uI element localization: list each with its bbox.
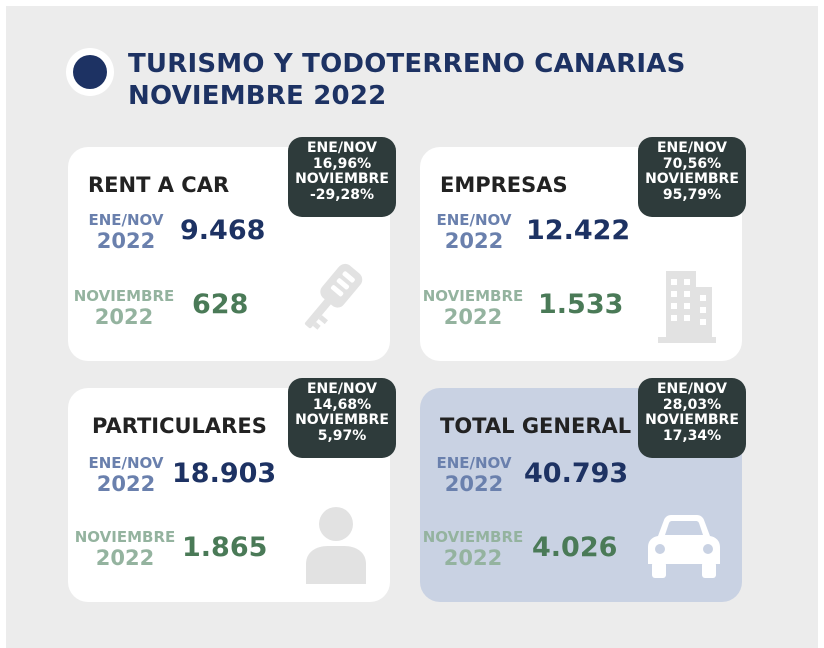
card-title: RENT A CAR [88,173,230,197]
header-bullet [66,48,114,96]
building-icon [658,271,716,343]
badge-month-value: 5,97% [317,427,367,444]
month-period: NOVIEMBRE [73,287,175,305]
month-label: NOVIEMBRE 2022 [72,528,178,570]
badge-ytd-value: 16,96% [312,155,372,172]
ytd-period: ENE/NOV [88,211,164,229]
month-year: 2022 [94,305,154,329]
title-line-1: TURISMO Y TODOTERRENO CANARIAS [128,49,686,79]
month-period: NOVIEMBRE [74,528,176,546]
ytd-period: ENE/NOV [436,454,512,472]
change-badge: ENE/NOV 28,03% NOVIEMBRE 17,34% [638,378,746,458]
month-label: NOVIEMBRE 2022 [420,528,526,570]
badge-ytd-label: ENE/NOV [656,140,728,156]
month-year: 2022 [443,546,503,570]
ytd-value: 9.468 [180,215,266,246]
page-title: TURISMO Y TODOTERRENO CANARIAS NOVIEMBRE… [128,48,686,112]
card-rent-a-car: RENT A CAR ENE/NOV 2022 9.468 NOVIEMBRE … [68,137,396,361]
month-year: 2022 [95,546,155,570]
ytd-label: ENE/NOV 2022 [76,211,176,253]
card-particulares: PARTICULARES ENE/NOV 2022 18.903 NOVIEMB… [68,378,396,602]
badge-ytd-value: 70,56% [662,155,722,172]
ytd-value: 12.422 [526,215,631,246]
badge-month-value: 17,34% [662,427,722,444]
ytd-year: 2022 [444,229,504,253]
badge-month-label: NOVIEMBRE [645,171,739,187]
card-title: PARTICULARES [92,414,267,438]
month-period: NOVIEMBRE [422,528,524,546]
badge-month-value: 95,79% [662,186,722,203]
ytd-year: 2022 [96,472,156,496]
badge-ytd-label: ENE/NOV [306,381,378,397]
month-value: 1.533 [538,289,624,320]
month-label: NOVIEMBRE 2022 [420,287,526,329]
car-key-icon [304,263,363,330]
change-badge: ENE/NOV 14,68% NOVIEMBRE 5,97% [288,378,396,458]
car-icon [648,515,720,578]
ytd-value: 18.903 [172,458,277,489]
badge-month-label: NOVIEMBRE [295,171,389,187]
badge-month-label: NOVIEMBRE [295,412,389,428]
ytd-label: ENE/NOV 2022 [424,211,524,253]
person-icon [306,507,366,584]
month-year: 2022 [443,305,503,329]
change-badge: ENE/NOV 70,56% NOVIEMBRE 95,79% [638,137,746,217]
card-total-general: TOTAL GENERAL ENE/NOV 2022 40.793 NOVIEM… [420,378,746,602]
month-value: 4.026 [532,532,618,563]
month-value: 1.865 [182,532,268,563]
badge-month-label: NOVIEMBRE [645,412,739,428]
ytd-period: ENE/NOV [88,454,164,472]
ytd-label: ENE/NOV 2022 [424,454,524,496]
card-empresas: EMPRESAS ENE/NOV 2022 12.422 NOVIEMBRE 2… [420,137,746,361]
title-line-2: NOVIEMBRE 2022 [128,81,387,111]
badge-ytd-label: ENE/NOV [306,140,378,156]
ytd-year: 2022 [444,472,504,496]
card-title: EMPRESAS [440,173,568,197]
ytd-year: 2022 [96,229,156,253]
badge-ytd-label: ENE/NOV [656,381,728,397]
card-title: TOTAL GENERAL [440,414,632,438]
badge-month-value: -29,28% [309,186,375,203]
month-period: NOVIEMBRE [422,287,524,305]
ytd-period: ENE/NOV [436,211,512,229]
month-value: 628 [192,289,249,320]
ytd-label: ENE/NOV 2022 [76,454,176,496]
badge-ytd-value: 14,68% [312,396,372,413]
change-badge: ENE/NOV 16,96% NOVIEMBRE -29,28% [288,137,396,217]
month-label: NOVIEMBRE 2022 [72,287,176,329]
ytd-value: 40.793 [524,458,629,489]
badge-ytd-value: 28,03% [662,396,722,413]
